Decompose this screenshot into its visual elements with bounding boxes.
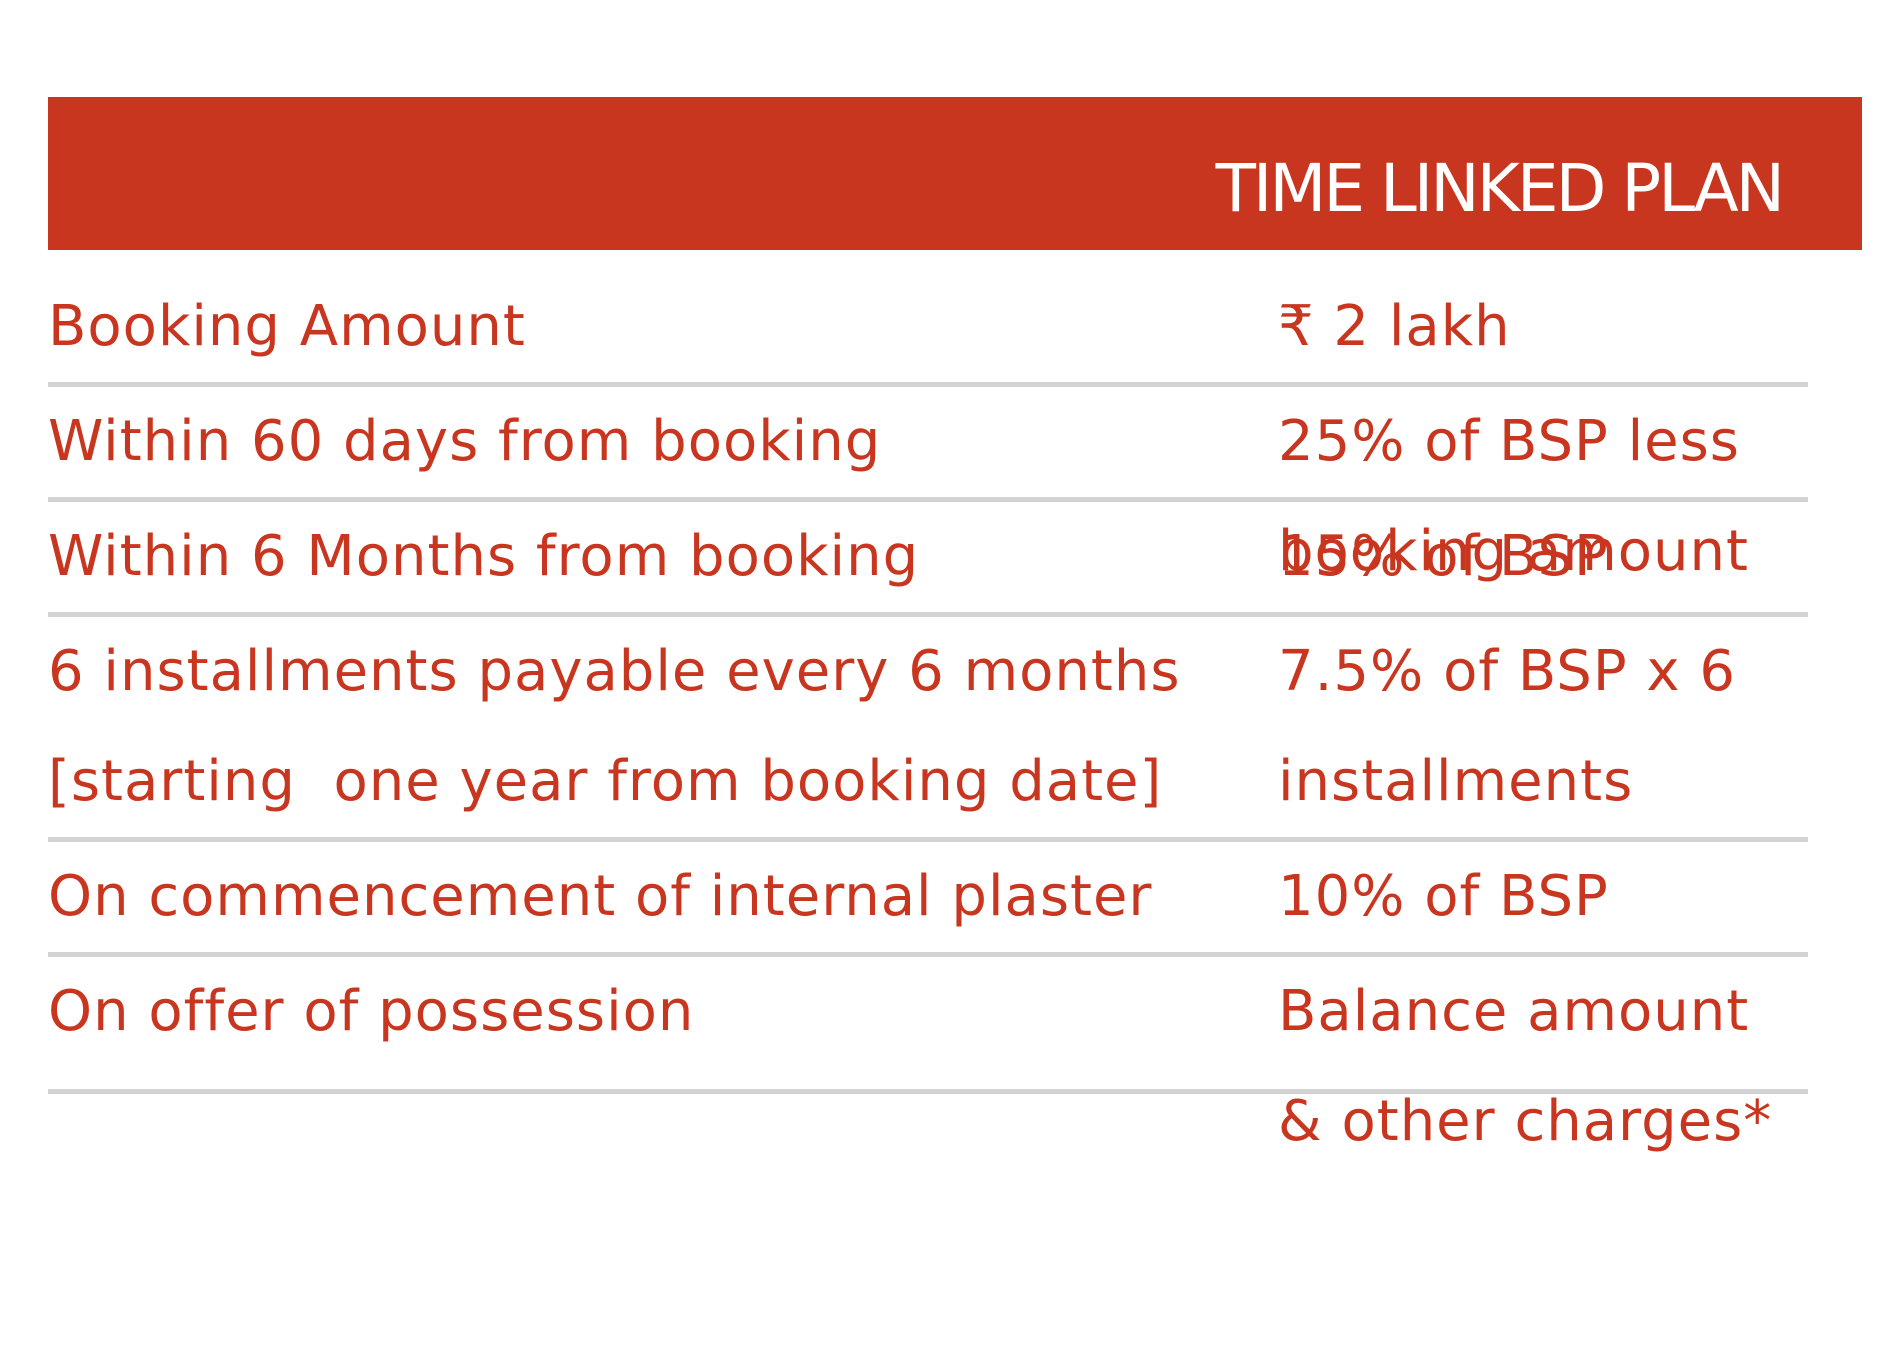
payment-stage: On commencement of internal plaster [48, 842, 1278, 952]
payment-amount: 7.5% of BSP x 6 installments [1278, 617, 1818, 837]
payment-amount-text: installments [1278, 749, 1634, 814]
payment-stage: 6 installments payable every 6 months [s… [48, 617, 1278, 837]
payment-amount: 15% of BSP [1278, 502, 1818, 612]
payment-amount: 10% of BSP [1278, 842, 1818, 952]
payment-amount-text: Balance amount [1278, 979, 1750, 1044]
payment-amount: Balance amount & other charges* [1278, 957, 1818, 1177]
plan-header-banner: TIME LINKED PLAN [48, 97, 1862, 250]
payment-stage-text: Booking Amount [48, 294, 526, 359]
table-row: On commencement of internal plaster 10% … [48, 842, 1808, 957]
plan-title: TIME LINKED PLAN [1215, 150, 1785, 227]
payment-amount-text: 25% of BSP less [1278, 409, 1740, 474]
payment-amount: ₹ 2 lakh [1278, 272, 1818, 382]
payment-amount-text: 7.5% of BSP x 6 [1278, 639, 1736, 704]
table-row: Within 60 days from booking 25% of BSP l… [48, 387, 1808, 584]
payment-stage: Booking Amount [48, 272, 1278, 382]
payment-amount-text: booking amount [1278, 519, 1749, 584]
table-row: 6 installments payable every 6 months [s… [48, 617, 1808, 842]
payment-stage-text: [starting one year from booking date] [48, 749, 1163, 814]
payment-stage-text: Within 60 days from booking [48, 409, 882, 474]
payment-amount-text: ₹ 2 lakh [1278, 294, 1511, 359]
payment-amount-text: 10% of BSP [1278, 864, 1609, 929]
payment-stage: Within 60 days from booking [48, 387, 1278, 497]
payment-amount-text: 15% of BSP [1278, 524, 1609, 589]
payment-stage: On offer of possession [48, 957, 1278, 1067]
payment-amount-text: & other charges* [1278, 1089, 1773, 1154]
payment-stage: Within 6 Months from booking [48, 502, 1278, 612]
table-row: On offer of possession Balance amount & … [48, 957, 1808, 1154]
payment-stage-text: Within 6 Months from booking [48, 524, 920, 589]
payment-stage-text: 6 installments payable every 6 months [48, 639, 1181, 704]
payment-stage-text: On commencement of internal plaster [48, 864, 1153, 929]
table-row: Within 6 Months from booking 15% of BSP [48, 502, 1808, 617]
payment-amount: 25% of BSP less booking amount [1278, 387, 1818, 607]
payment-stage-text: On offer of possession [48, 979, 695, 1044]
payment-plan-table: Booking Amount ₹ 2 lakh Within 60 days f… [48, 272, 1808, 1154]
table-row: Booking Amount ₹ 2 lakh [48, 272, 1808, 387]
